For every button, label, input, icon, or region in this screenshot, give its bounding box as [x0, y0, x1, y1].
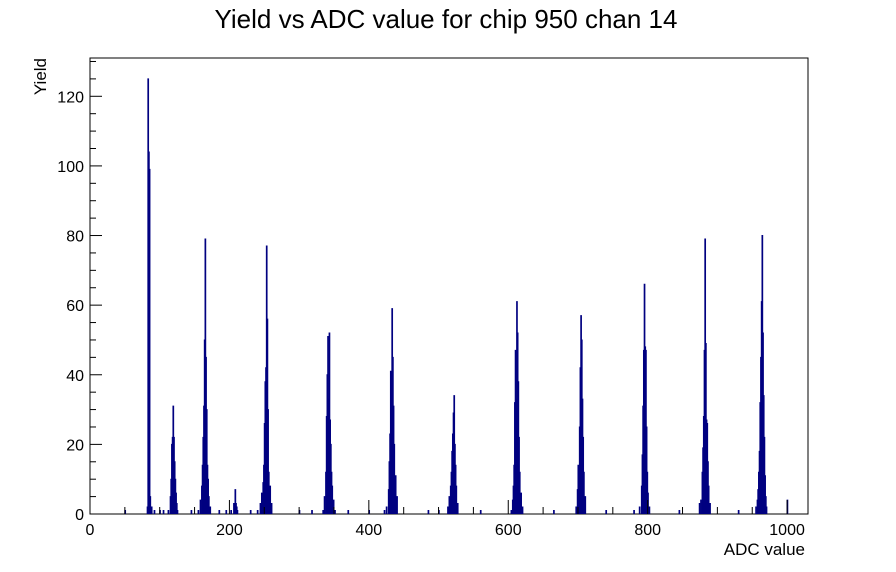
x-tick-label: 600 [495, 522, 522, 539]
histogram-bin [764, 496, 767, 514]
x-tick-label: 0 [86, 522, 95, 539]
histogram-bin [427, 510, 430, 514]
histogram-bin [175, 503, 178, 514]
plot-frame [89, 57, 809, 515]
histogram-bin [448, 496, 451, 514]
histogram-bin [334, 510, 336, 514]
histogram-bin [148, 168, 151, 514]
x-tick-label: 400 [355, 522, 382, 539]
histogram-bin [269, 485, 272, 514]
histogram-bin [393, 443, 396, 514]
histogram-bin [479, 510, 482, 514]
y-tick-label: 100 [57, 159, 84, 176]
histogram-bin [176, 510, 179, 514]
histogram-bin [197, 510, 200, 514]
y-tick-label: 80 [66, 229, 84, 246]
histogram-bin [233, 503, 235, 514]
y-tick-label: 20 [66, 437, 84, 454]
histogram-bin [765, 506, 768, 514]
x-tick-label: 200 [216, 522, 243, 539]
histogram-bin [259, 503, 262, 514]
histogram-bin [218, 510, 221, 514]
histogram-bin [605, 510, 608, 514]
histogram-bin [230, 510, 233, 514]
histogram-bin [162, 510, 165, 514]
y-tick-label: 40 [66, 368, 84, 385]
histogram-bin [648, 506, 651, 514]
histogram-bin [322, 510, 325, 514]
histogram-bin [256, 510, 259, 514]
y-axis-label: Yield [31, 58, 50, 95]
histogram-bin [456, 503, 459, 514]
histogram-bin [150, 506, 153, 514]
histogram-bin [385, 506, 388, 514]
histogram-bin [323, 496, 326, 514]
histogram-bin [199, 499, 202, 514]
histogram-bin [645, 426, 648, 514]
histogram-bin [347, 510, 350, 514]
histogram-bin [396, 496, 398, 514]
histogram-bin [331, 485, 334, 514]
histogram-bin [149, 496, 152, 514]
chart-title: Yield vs ADC value for chip 950 chan 14 [215, 4, 678, 34]
histogram-bin [455, 485, 458, 514]
histogram-bin [764, 475, 766, 514]
histogram-bin [520, 492, 522, 514]
histogram-bin [267, 471, 270, 514]
histogram-bin [510, 510, 513, 514]
histogram-bin [698, 503, 701, 514]
histogram-bin [700, 499, 702, 514]
histogram-bin [583, 471, 585, 514]
plot-border [89, 57, 809, 515]
x-axis-label: ADC value [724, 540, 805, 559]
x-tick-label: 1000 [769, 522, 805, 539]
histogram-bin [267, 409, 269, 514]
histogram-bin [167, 510, 170, 514]
histogram-bin [270, 503, 273, 514]
histogram-bin [205, 409, 208, 514]
histogram-bin [521, 506, 524, 514]
histogram-bin [249, 510, 252, 514]
x-tick-label: 800 [634, 522, 661, 539]
histogram-bin [383, 510, 386, 514]
histogram-bin [394, 475, 397, 514]
histogram-bin [575, 506, 578, 514]
histogram-bin [190, 510, 193, 514]
histogram-bin [633, 510, 635, 514]
y-tick-label: 0 [75, 507, 84, 524]
histogram-bin [755, 506, 757, 514]
histogram-bin [447, 506, 449, 514]
histogram-bin [553, 510, 555, 514]
histogram-bin [678, 510, 681, 514]
histogram-bin [225, 510, 228, 514]
histogram-bin [236, 510, 239, 514]
histogram-bin [153, 510, 156, 514]
x-axis-ticks: 0 200 400 600 800 1000 [86, 500, 805, 539]
histogram-bin [707, 485, 710, 514]
histogram-series [124, 78, 789, 514]
y-tick-label: 120 [57, 89, 84, 106]
histogram-bin [208, 496, 210, 514]
histogram-bin [709, 503, 711, 514]
histogram-bin [518, 471, 521, 514]
histogram-bin [311, 510, 313, 514]
histogram-bin [234, 489, 237, 514]
histogram-bin [209, 506, 212, 514]
histogram-bin [638, 506, 641, 514]
histogram-bin [737, 510, 740, 514]
y-tick-label: 60 [66, 298, 84, 315]
histogram-bin [584, 496, 587, 514]
histogram-bin [260, 492, 263, 514]
y-axis-ticks: 0 20 40 60 80 100 120 [57, 60, 102, 524]
